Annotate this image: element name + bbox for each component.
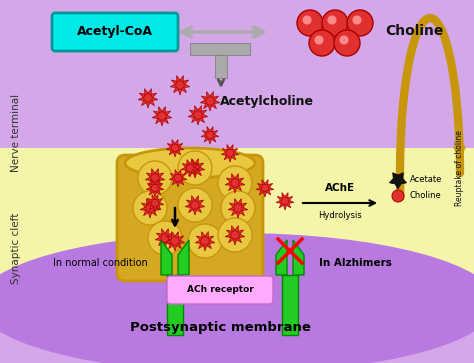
Circle shape <box>151 199 159 207</box>
Polygon shape <box>178 240 189 275</box>
Polygon shape <box>228 199 248 218</box>
Polygon shape <box>201 127 219 144</box>
Circle shape <box>302 16 311 25</box>
Polygon shape <box>195 232 215 251</box>
Circle shape <box>322 10 348 36</box>
Bar <box>190 43 250 55</box>
Text: Postsynaptic membrane: Postsynaptic membrane <box>129 322 310 334</box>
Text: In normal condition: In normal condition <box>53 258 147 268</box>
Circle shape <box>178 151 212 185</box>
Circle shape <box>221 191 255 225</box>
Polygon shape <box>170 76 190 95</box>
Circle shape <box>151 174 159 182</box>
Circle shape <box>339 36 348 45</box>
Circle shape <box>148 221 182 255</box>
Polygon shape <box>225 225 245 245</box>
Polygon shape <box>161 240 172 275</box>
Circle shape <box>281 197 289 205</box>
Polygon shape <box>138 89 158 108</box>
Ellipse shape <box>0 233 474 363</box>
FancyBboxPatch shape <box>167 276 273 304</box>
Circle shape <box>206 97 214 105</box>
Polygon shape <box>221 144 239 162</box>
Circle shape <box>176 81 184 89</box>
Circle shape <box>138 161 172 195</box>
Text: Choline: Choline <box>410 192 442 200</box>
Text: Choline: Choline <box>385 24 443 38</box>
Circle shape <box>218 166 252 200</box>
Circle shape <box>146 204 154 212</box>
Polygon shape <box>165 232 185 251</box>
Circle shape <box>347 10 373 36</box>
Circle shape <box>314 36 324 45</box>
Polygon shape <box>155 229 175 248</box>
Polygon shape <box>166 139 184 157</box>
Circle shape <box>297 10 323 36</box>
Text: In Alzhimers: In Alzhimers <box>319 258 392 268</box>
Circle shape <box>158 112 166 120</box>
Polygon shape <box>146 195 164 212</box>
Circle shape <box>161 234 169 242</box>
Polygon shape <box>293 240 304 275</box>
Text: Acetylcholine: Acetylcholine <box>220 94 314 107</box>
Polygon shape <box>276 240 287 275</box>
Polygon shape <box>225 174 245 193</box>
Polygon shape <box>145 168 165 188</box>
Circle shape <box>194 111 202 119</box>
Circle shape <box>226 149 234 157</box>
Circle shape <box>392 190 404 202</box>
Circle shape <box>178 188 212 222</box>
Circle shape <box>231 179 239 187</box>
Text: Synaptic cleft: Synaptic cleft <box>11 212 21 284</box>
Circle shape <box>234 204 242 212</box>
Text: Acetate: Acetate <box>410 175 442 184</box>
Text: Acetyl-CoA: Acetyl-CoA <box>77 25 153 38</box>
Circle shape <box>133 191 167 225</box>
Polygon shape <box>181 160 199 177</box>
Text: Nerve terminal: Nerve terminal <box>11 94 21 172</box>
Bar <box>167 275 183 335</box>
Polygon shape <box>185 196 205 215</box>
Ellipse shape <box>125 148 255 178</box>
Circle shape <box>309 30 335 56</box>
Polygon shape <box>152 107 172 126</box>
Text: Reuptake of choline: Reuptake of choline <box>456 130 465 206</box>
Polygon shape <box>185 159 205 178</box>
Circle shape <box>174 174 182 182</box>
Polygon shape <box>140 199 160 218</box>
FancyBboxPatch shape <box>52 13 178 51</box>
Circle shape <box>261 184 269 192</box>
Polygon shape <box>146 180 164 197</box>
Polygon shape <box>200 91 220 111</box>
Circle shape <box>186 164 194 172</box>
Circle shape <box>191 164 199 172</box>
Circle shape <box>191 201 199 209</box>
Circle shape <box>188 224 222 258</box>
Circle shape <box>144 94 152 102</box>
Circle shape <box>206 131 214 139</box>
FancyBboxPatch shape <box>117 155 263 281</box>
Circle shape <box>231 231 239 239</box>
Polygon shape <box>276 192 294 210</box>
Bar <box>0 148 474 293</box>
Polygon shape <box>169 170 187 187</box>
Circle shape <box>171 144 179 152</box>
Circle shape <box>151 184 159 192</box>
Bar <box>215 55 227 78</box>
Circle shape <box>353 16 362 25</box>
Circle shape <box>334 30 360 56</box>
Circle shape <box>218 218 252 252</box>
Polygon shape <box>188 106 208 125</box>
Bar <box>282 275 298 335</box>
Text: AChE: AChE <box>325 183 355 193</box>
Circle shape <box>171 237 179 245</box>
Circle shape <box>328 16 337 25</box>
Text: Hydrolysis: Hydrolysis <box>318 211 362 220</box>
Polygon shape <box>256 180 274 197</box>
Text: ACh receptor: ACh receptor <box>187 286 254 294</box>
Polygon shape <box>390 173 407 189</box>
Circle shape <box>201 237 209 245</box>
